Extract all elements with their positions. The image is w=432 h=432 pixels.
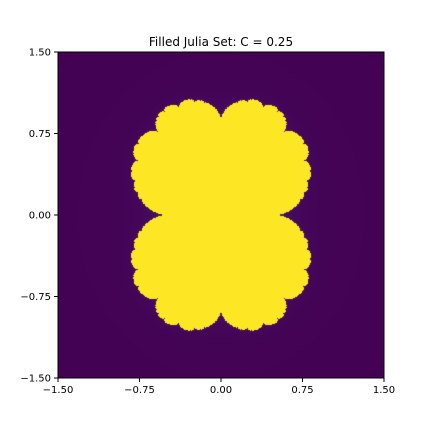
x-tick-label: 0.00 <box>210 385 232 396</box>
x-tick-label: 1.50 <box>373 385 395 396</box>
y-tick-label: 1.50 <box>29 48 51 59</box>
x-axis: −1.50 −0.75 0.00 0.75 1.50 <box>43 378 395 396</box>
y-tick-label: −1.50 <box>20 374 51 385</box>
y-tick-label: 0.75 <box>29 129 51 140</box>
y-tick-label: 0.00 <box>29 211 51 222</box>
x-tick-label: 0.75 <box>291 385 313 396</box>
x-tick-label: −1.50 <box>43 385 74 396</box>
chart-title: Filled Julia Set: C = 0.25 <box>149 35 293 49</box>
y-axis: −1.50 −0.75 0.00 0.75 1.50 <box>20 48 58 385</box>
y-tick-label: −0.75 <box>20 292 51 303</box>
julia-set-heatmap <box>58 52 384 378</box>
x-tick-label: −0.75 <box>124 385 155 396</box>
plot-area <box>57 51 385 379</box>
